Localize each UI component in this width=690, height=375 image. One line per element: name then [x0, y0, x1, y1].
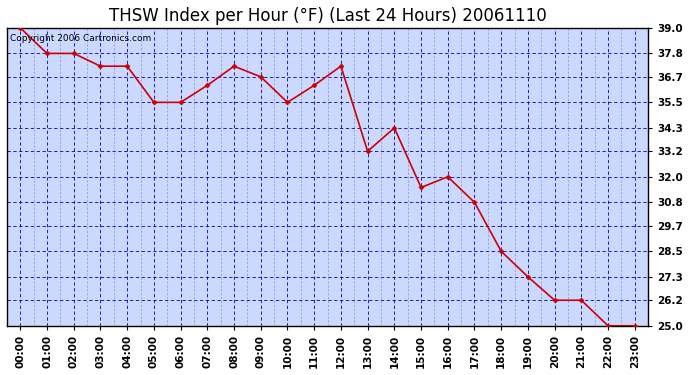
Title: THSW Index per Hour (°F) (Last 24 Hours) 20061110: THSW Index per Hour (°F) (Last 24 Hours)…: [108, 7, 546, 25]
Text: Copyright 2006 Cartronics.com: Copyright 2006 Cartronics.com: [10, 34, 151, 43]
